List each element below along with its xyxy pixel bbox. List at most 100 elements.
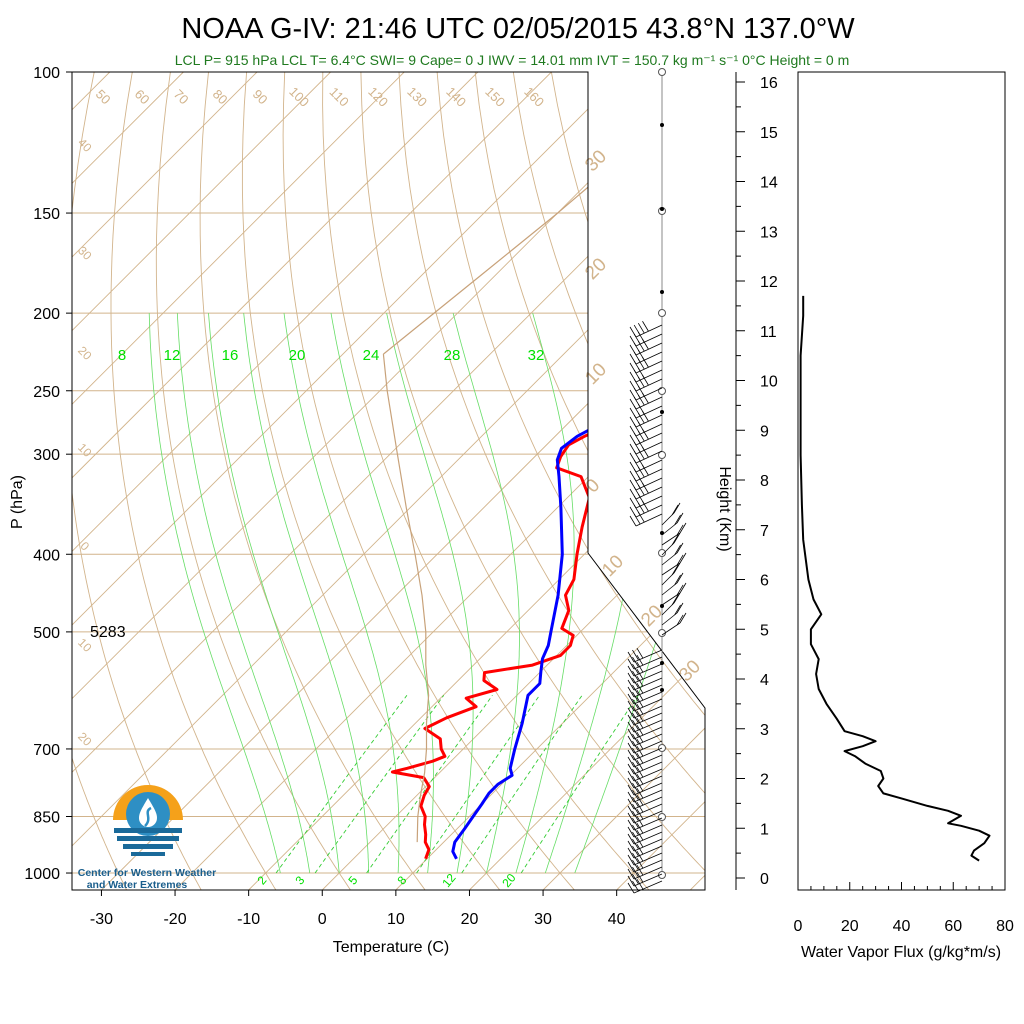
wind-barb [627, 724, 663, 740]
dry-adiabat-line [627, 72, 705, 890]
isotherm-label: 10 [598, 551, 628, 581]
wind-barb [661, 542, 684, 566]
water-vapor-flux-panel: 0 20 40 60 80 [794, 71, 1014, 935]
wind-barb [627, 745, 663, 761]
height-tick-label: 2 [760, 772, 769, 789]
y-tick-label: 100 [33, 65, 60, 82]
wind-level-dot [660, 604, 664, 608]
wind-barb [627, 647, 663, 663]
wind-barb [627, 696, 663, 712]
dry-adiabat-line [818, 72, 1024, 890]
isotherm-line [764, 72, 1024, 890]
moist-adiabat-line [148, 313, 281, 874]
dry-adiabat-label: 100 [286, 84, 312, 110]
dry-adiabat-line [780, 72, 1024, 890]
dry-adiabat-line [550, 72, 705, 890]
isotherm-line [72, 72, 479, 890]
isotherm-line [72, 72, 552, 890]
mixing-ratio-line [366, 695, 493, 874]
wind-barb [661, 522, 687, 546]
parcel-profile [382, 354, 430, 843]
wind-barb [627, 661, 663, 677]
isotherm-line [395, 72, 705, 890]
wind-barb [627, 668, 663, 684]
dry-adiabat-line [72, 72, 128, 890]
wind-barb [661, 532, 681, 556]
isotherm-label: 0 [78, 539, 93, 554]
dry-adiabat-label: 50 [93, 86, 114, 107]
wind-barb [661, 562, 681, 586]
dry-adiabat-line [110, 72, 277, 890]
wind-barb [661, 512, 684, 536]
wind-barb [661, 602, 684, 626]
dry-adiabat-line [474, 72, 705, 890]
y-tick-label: 300 [33, 447, 60, 464]
height-tick-label: 14 [760, 175, 778, 192]
logo-water-4 [131, 852, 165, 856]
dry-adiabat-label: 150 [482, 84, 508, 110]
height-tick-label: 11 [760, 324, 777, 341]
moist-adiabat-label: 32 [528, 347, 545, 364]
moist-adiabat-label: 20 [289, 347, 306, 364]
dry-adiabat-label: 80 [210, 86, 231, 107]
dry-adiabat-label: 130 [404, 84, 430, 110]
dry-adiabat-line [0, 72, 52, 890]
isotherm-line [469, 72, 705, 890]
flux-tick-label: 60 [944, 918, 962, 935]
wind-barb-column [627, 68, 687, 894]
moist-adiabat-line [330, 313, 434, 874]
dry-adiabat-label: 140 [443, 84, 469, 110]
height-tick-label: 13 [760, 224, 778, 241]
x-tick-label: -10 [237, 911, 260, 928]
wind-barb [627, 780, 663, 796]
flux-tick-label: 80 [996, 918, 1014, 935]
moist-adiabat-line [452, 312, 520, 874]
moist-adiabat-label: 12 [164, 347, 181, 364]
moist-adiabat-line [208, 313, 340, 874]
x-tick-label: 0 [318, 911, 327, 928]
moist-adiabat-label: 28 [444, 347, 461, 364]
height-tick-label: 8 [760, 473, 769, 490]
dry-adiabat-line [199, 72, 426, 890]
isotherm-line [72, 72, 405, 890]
chart-subtitle: LCL P= 915 hPa LCL T= 6.4°C SWI= 9 Cape=… [175, 52, 850, 68]
mixing-ratio-line [520, 695, 639, 874]
wind-barb [627, 675, 663, 691]
isotherm-label: 30 [75, 243, 95, 263]
chart-title: NOAA G-IV: 21:46 UTC 02/05/2015 43.8°N 1… [181, 13, 855, 45]
isotherm-label: 30 [675, 656, 705, 686]
height-tick-label: 3 [760, 722, 769, 739]
wind-barb [627, 850, 663, 866]
wind-level-dot [660, 531, 664, 535]
height-tick-label: 7 [760, 523, 769, 540]
wind-level-dot [660, 207, 664, 211]
flux-x-axis-label: Water Vapor Flux (g/kg*m/s) [801, 944, 1001, 961]
flux-tick-label: 40 [893, 918, 911, 935]
isotherm-line [542, 72, 705, 890]
dry-adiabat-line [742, 72, 1024, 890]
x-tick-label: -20 [163, 911, 186, 928]
wind-barb [627, 836, 663, 852]
dry-adiabat-label: 120 [365, 84, 391, 110]
dry-adiabat-label: 90 [250, 86, 271, 107]
wind-barb [661, 592, 681, 616]
mixing-ratio-label: 3 [292, 873, 307, 887]
wind-barb [627, 710, 663, 726]
y-tick-label: 850 [33, 809, 60, 826]
dry-adiabat-label: 160 [521, 84, 547, 110]
height-tick-label: 9 [760, 423, 769, 440]
height-tick-label: 4 [760, 672, 769, 689]
wind-barb [661, 552, 687, 576]
wind-barb [627, 717, 663, 733]
logo-line-1: Center for Western Weather [78, 867, 216, 879]
logo-sun-arc [113, 785, 183, 820]
wind-barb [627, 689, 663, 705]
height-tick-label: 6 [760, 573, 769, 590]
mixing-ratio-line [461, 695, 583, 874]
mixing-ratio-line [275, 695, 408, 874]
logo-line-2: and Water Extremes [87, 879, 188, 891]
x-tick-label: 20 [461, 911, 479, 928]
x-tick-label: 10 [387, 911, 405, 928]
wind-barb [627, 878, 663, 894]
wind-level-dot [660, 688, 664, 692]
